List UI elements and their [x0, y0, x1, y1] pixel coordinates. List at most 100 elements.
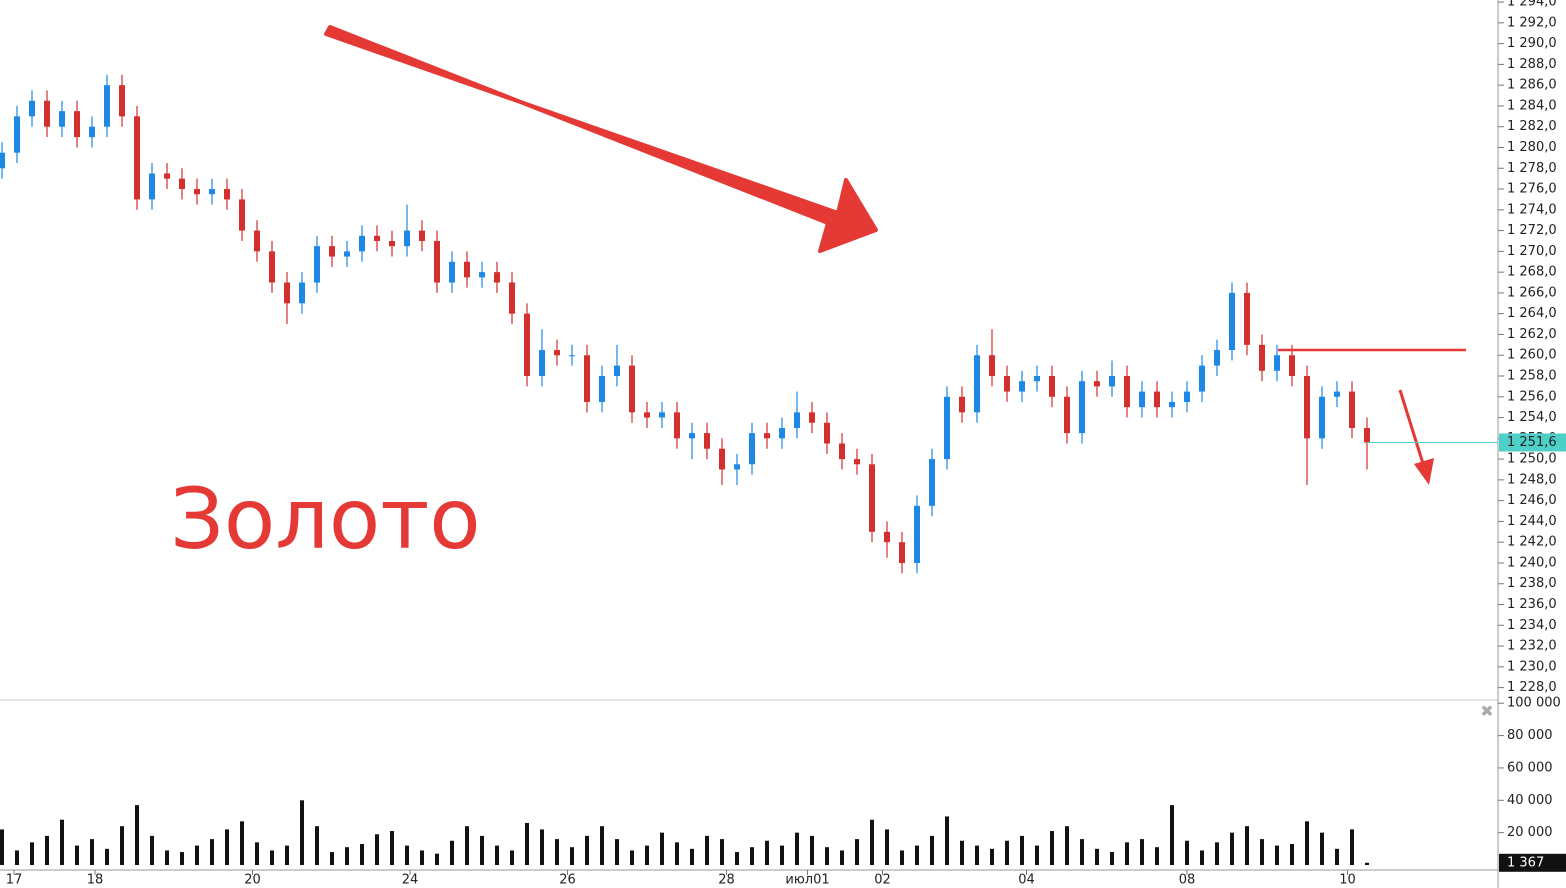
x-tick-label: 24: [402, 873, 419, 888]
volume-bar: [990, 848, 994, 865]
candle-body: [179, 178, 185, 190]
y-tick-label: 1 294,0: [1507, 0, 1557, 10]
volume-bar: [450, 840, 454, 865]
x-tick-label: 18: [87, 873, 104, 888]
candle-body: [479, 272, 485, 278]
candle-body: [194, 189, 200, 195]
y-tick-label: 1 258,0: [1507, 369, 1557, 384]
y-tick-label: 1 236,0: [1507, 597, 1557, 612]
volume-bar: [315, 826, 319, 865]
volume-bar: [45, 835, 49, 865]
candle-body: [749, 433, 755, 465]
volume-bar: [1140, 839, 1144, 865]
volume-bar: [810, 835, 814, 865]
candle-body: [254, 230, 260, 252]
candle-body: [329, 246, 335, 257]
candle-body: [209, 189, 215, 195]
volume-bar: [150, 835, 154, 865]
volume-bar: [255, 842, 259, 865]
candle-body: [599, 376, 605, 402]
candle-body: [404, 230, 410, 247]
volume-bar: [1065, 826, 1069, 865]
volume-bar: [1350, 829, 1354, 865]
candle-body: [809, 412, 815, 423]
volume-bar: [765, 840, 769, 865]
y-tick-label: 1 286,0: [1507, 78, 1557, 93]
candle-body: [1274, 355, 1280, 371]
y-tick-label: 1 290,0: [1507, 36, 1557, 51]
candle-body: [824, 422, 830, 444]
volume-bar: [780, 845, 784, 865]
y-tick-label: 1 270,0: [1507, 244, 1557, 259]
y-tick-label: 1 244,0: [1507, 514, 1557, 529]
candle-body: [839, 443, 845, 460]
volume-bar: [390, 831, 394, 865]
candle-body: [1079, 381, 1085, 434]
x-tick-label: 26: [559, 873, 576, 888]
candle-body: [929, 459, 935, 506]
volume-bar: [270, 850, 274, 865]
volume-bar: [210, 839, 214, 865]
candle-body: [299, 282, 305, 304]
candle-body: [734, 464, 740, 470]
y-tick-label: 1 232,0: [1507, 639, 1557, 654]
candle-body: [269, 251, 275, 283]
volume-bar: [915, 845, 919, 865]
candle-body: [854, 459, 860, 465]
volume-bar: [510, 850, 514, 865]
volume-bar: [465, 826, 469, 865]
volume-bar: [1185, 840, 1189, 865]
volume-bar: [705, 835, 709, 865]
candle-body: [764, 433, 770, 439]
volume-tick-label: 80 000: [1507, 728, 1553, 743]
candle-body: [1154, 391, 1160, 408]
volume-bar: [960, 840, 964, 865]
volume-bar: [1170, 805, 1174, 865]
y-tick-label: 1 280,0: [1507, 140, 1557, 155]
volume-bar: [795, 832, 799, 865]
volume-bar: [735, 852, 739, 865]
candle-body: [464, 261, 470, 278]
candle-body: [59, 111, 65, 127]
y-tick-label: 1 246,0: [1507, 493, 1557, 508]
candle-body: [449, 261, 455, 283]
x-tick-label: 10: [1339, 873, 1356, 888]
candle-body: [149, 173, 155, 200]
candle-body: [974, 355, 980, 413]
candle-body: [1259, 344, 1265, 371]
volume-bar: [1260, 839, 1264, 865]
volume-bar: [435, 853, 439, 865]
volume-bar: [90, 839, 94, 865]
candle-body: [104, 85, 110, 127]
y-tick-label: 1 262,0: [1507, 327, 1557, 342]
candle-body: [89, 126, 95, 138]
volume-bar: [585, 835, 589, 865]
candle-body: [134, 116, 140, 200]
volume-bar: [300, 800, 304, 865]
volume-bar: [1110, 852, 1114, 865]
volume-bar: [555, 839, 559, 865]
candle-body: [1139, 391, 1145, 408]
volume-bar: [0, 829, 4, 865]
candle-body: [704, 433, 710, 449]
volume-bar: [945, 816, 949, 865]
close-icon[interactable]: ✖: [1480, 702, 1493, 721]
volume-bar: [615, 839, 619, 865]
candle-body: [419, 230, 425, 241]
x-tick-label: 04: [1018, 873, 1035, 888]
candle-body: [284, 282, 290, 304]
x-tick-label: июл01: [785, 873, 829, 888]
candle-body: [539, 350, 545, 377]
volume-bar: [690, 848, 694, 865]
volume-bar: [1275, 845, 1279, 865]
volume-bar: [1020, 835, 1024, 865]
candle-body: [1214, 350, 1220, 366]
volume-bar: [360, 843, 364, 865]
candle-body: [689, 433, 695, 439]
volume-bar: [420, 850, 424, 865]
y-tick-label: 1 242,0: [1507, 535, 1557, 550]
volume-bar: [840, 850, 844, 865]
candle-body: [779, 427, 785, 439]
volume-bar: [1305, 821, 1309, 865]
